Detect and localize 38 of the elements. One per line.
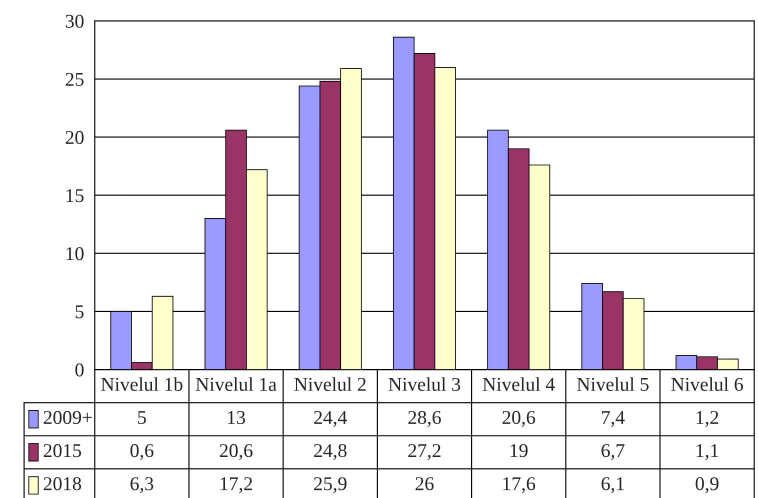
data-label: 20,6 [502,410,536,427]
data-label: 13 [228,410,246,424]
x-tick-label: Nivelul 1a [196,377,277,391]
data-label: 25,9 [314,477,346,494]
data-label: 1,2 [696,410,718,427]
data-label: 26 [416,477,434,490]
y-tick-label: 15 [66,189,84,202]
x-tick-label: Nivelul 5 [577,377,649,391]
data-label: 5 [138,411,146,424]
y-tick-label: 20 [66,130,84,144]
data-label: 17,6 [503,477,536,494]
data-label: 17,2 [220,477,252,494]
data-label: 6,7 [602,444,624,460]
legend-label: 2009+ [44,410,92,424]
y-tick-label: 5 [76,305,84,318]
data-label: 0,9 [696,477,718,494]
x-tick-label: Nivelul 4 [482,377,555,391]
x-tick-label: Nivelul 1b [101,377,182,391]
y-tick-label: 30 [66,14,84,28]
data-label: 7,4 [602,411,625,427]
data-label: 6,1 [602,477,624,494]
legend-label: 2015 [44,444,82,458]
data-label: 1,1 [696,444,718,460]
data-label: 24,8 [314,444,347,460]
data-label: 28,6 [408,410,441,427]
y-tick-label: 10 [66,247,84,260]
data-label: 19 [510,444,528,458]
data-label: 24,4 [314,410,347,427]
data-label: 27,2 [408,444,440,460]
x-tick-label: Nivelul 2 [294,377,366,391]
y-tick-label: 25 [66,72,84,86]
data-label: 6,3 [130,477,154,494]
x-tick-label: Nivelul 3 [388,377,460,391]
x-tick-label: Nivelul 6 [671,377,743,391]
y-tick-label: 0 [75,363,84,376]
legend-label: 2018 [44,477,82,490]
data-label: 0,6 [130,444,154,460]
data-label: 20,6 [220,444,252,460]
